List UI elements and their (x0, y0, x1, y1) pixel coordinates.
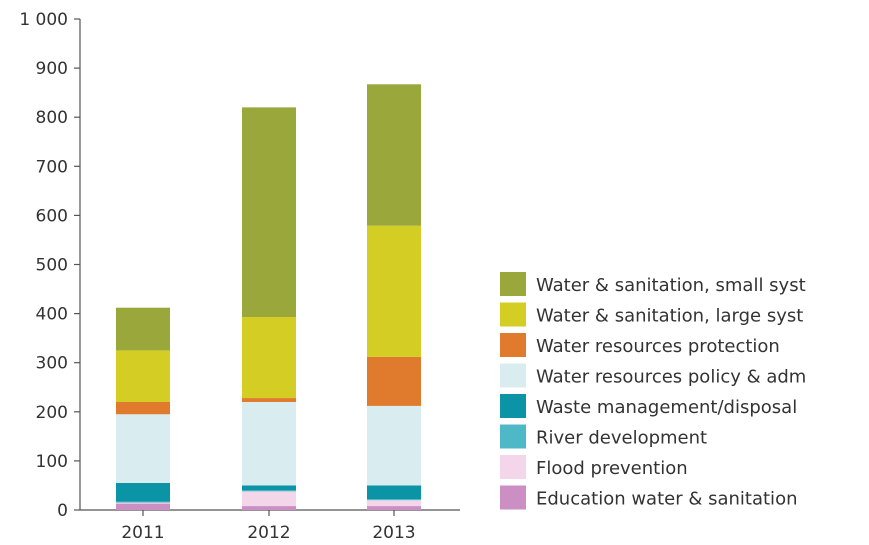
y-tick-label: 500 (36, 256, 68, 276)
y-tick-label: 300 (36, 354, 68, 374)
legend-swatch (500, 455, 526, 479)
y-tick-labels: 0 100 200 300 400 500 600 700 800 900 1 000 (19, 10, 68, 521)
bar-segment (116, 482, 170, 502)
bar-segment (242, 491, 296, 507)
y-tick-label: 1 000 (19, 10, 68, 30)
bar-segment (367, 356, 421, 406)
legend-swatch (500, 302, 526, 327)
y-tick-label: 600 (36, 206, 68, 226)
bar-segment (242, 398, 296, 402)
bar-segment (242, 107, 296, 318)
y-tick-label: 900 (36, 59, 68, 79)
legend-label: River development (536, 428, 707, 449)
bar-segment (367, 499, 421, 501)
bar-segment (116, 502, 170, 504)
y-tick-label: 400 (36, 305, 68, 325)
bars (116, 84, 421, 510)
bar-segment (116, 307, 170, 351)
bar-segment (116, 414, 170, 483)
y-tick-label: 700 (36, 157, 68, 177)
y-tick-label: 0 (57, 501, 68, 521)
legend-label: Waste management/disposal (536, 397, 797, 418)
x-tick-label: 2012 (247, 523, 290, 543)
legend-label: Water resources protection (536, 336, 780, 357)
bar-segment (116, 503, 170, 510)
legend: Water & sanitation, small syst Water & sa… (500, 272, 806, 510)
legend-label: Water resources policy & adm (536, 367, 806, 388)
legend-swatch (500, 394, 526, 418)
bar-segment (242, 506, 296, 510)
legend-swatch (500, 424, 526, 449)
legend-swatch (500, 363, 526, 388)
legend-label: Education water & sanitation (536, 489, 797, 510)
x-tick-labels: 2011 2012 2013 (121, 523, 415, 543)
bar-segment (367, 84, 421, 226)
x-tick-label: 2011 (121, 523, 164, 543)
x-tick-label: 2013 (372, 523, 415, 543)
legend-swatch (500, 272, 526, 296)
bar-segment (242, 490, 296, 492)
legend-swatch (500, 485, 526, 510)
bar-segment (367, 225, 421, 357)
bar-segment (116, 401, 170, 415)
y-tick-label: 800 (36, 108, 68, 128)
bar-segment (242, 485, 296, 491)
legend-swatch (500, 333, 526, 357)
legend-label: Flood prevention (536, 458, 688, 479)
legend-label: Water & sanitation, large syst (536, 306, 803, 327)
bar-segment (116, 350, 170, 402)
bar-segment (367, 485, 421, 500)
y-tick-label: 100 (36, 452, 68, 472)
bar-segment (116, 501, 170, 503)
bar-segment (367, 405, 421, 486)
bar-segment (367, 506, 421, 510)
bar-segment (242, 401, 296, 486)
y-tick-label: 200 (36, 403, 68, 423)
legend-label: Water & sanitation, small syst (536, 275, 806, 296)
bar-segment (242, 317, 296, 399)
bar-segment (367, 500, 421, 507)
